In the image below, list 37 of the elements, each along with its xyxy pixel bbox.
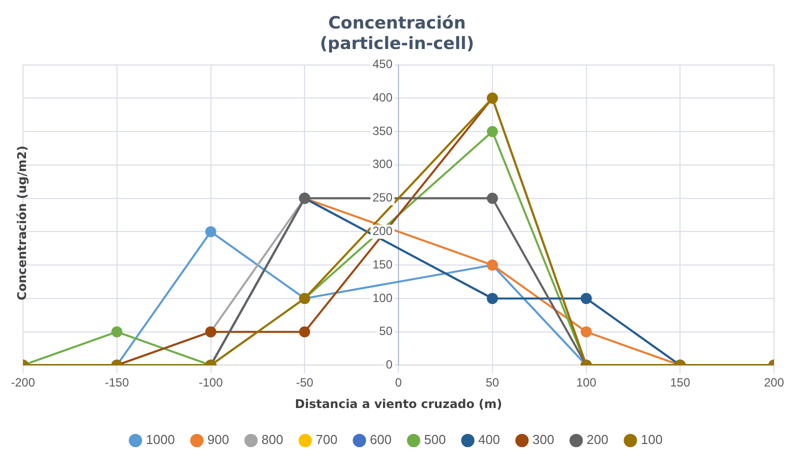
legend-label: 900 — [207, 432, 230, 448]
y-tick-label: 200 — [372, 224, 393, 238]
legend-label: 200 — [586, 432, 608, 448]
legend-label: 1000 — [146, 432, 175, 448]
x-tick-label: 200 — [764, 376, 784, 390]
x-tick-label: 100 — [576, 376, 597, 390]
y-tick-label: 400 — [372, 90, 393, 104]
y-tick-label: 350 — [372, 124, 393, 138]
y-tick-label: 150 — [372, 257, 393, 272]
y-tick-label: 450 — [372, 57, 393, 72]
legend-label: 600 — [370, 432, 392, 448]
y-axis-title: Concentración (ug/m2) — [15, 146, 29, 300]
point — [205, 226, 216, 238]
point — [580, 326, 592, 338]
point — [486, 126, 498, 138]
legend-label: 700 — [316, 432, 338, 448]
y-tick-label: 0 — [386, 358, 393, 372]
legend-label: 400 — [478, 432, 500, 448]
x-tick-label: 0 — [395, 376, 402, 390]
y-tick-label: 100 — [372, 290, 393, 305]
y-tick-label: 300 — [372, 157, 393, 172]
y-tick-label: 250 — [372, 190, 393, 205]
legend-label: 300 — [532, 432, 554, 448]
point — [111, 326, 122, 338]
x-tick-label: -200 — [10, 376, 36, 390]
legend-label: 100 — [640, 432, 663, 448]
x-tick-label: 50 — [486, 376, 500, 390]
x-tick-label: -100 — [198, 376, 224, 390]
point — [299, 326, 310, 338]
legend-label: 500 — [424, 432, 446, 448]
y-tick-label: 50 — [379, 324, 393, 338]
x-tick-label: -50 — [296, 376, 314, 390]
x-tick-label: -150 — [104, 376, 130, 390]
x-axis-title: Distancia a viento cruzado (m) — [294, 396, 502, 411]
x-tick-label: 150 — [670, 376, 690, 390]
chart-title: Concentración (particle-in-cell) — [320, 14, 474, 54]
legend-label: 800 — [262, 432, 284, 448]
